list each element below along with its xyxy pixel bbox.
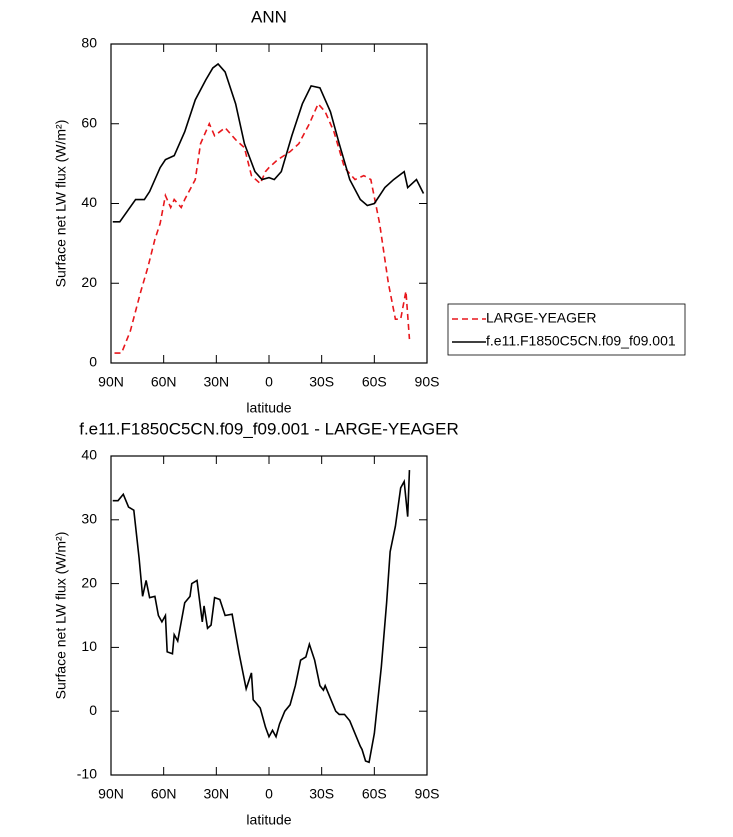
- x-tick-label: 30S: [309, 786, 334, 802]
- y-tick-label: 40: [81, 194, 97, 210]
- legend-label: LARGE-YEAGER: [486, 310, 596, 326]
- y-tick-label: 40: [81, 447, 97, 463]
- x-tick-label: 60S: [362, 374, 387, 390]
- y-tick-label: 0: [89, 354, 97, 370]
- series-line: [114, 102, 411, 354]
- x-axis-label: latitude: [246, 400, 291, 416]
- chart-title: ANN: [251, 7, 287, 26]
- series-line: [112, 62, 425, 223]
- legend-label: f.e11.F1850C5CN.f09_f09.001: [486, 333, 676, 349]
- y-tick-label: 20: [81, 274, 97, 290]
- plot-frame: [110, 43, 428, 364]
- x-axis-label: latitude: [246, 812, 291, 828]
- x-tick-label: 60N: [151, 786, 177, 802]
- y-axis-label: Surface net LW flux (W/m²): [53, 120, 69, 288]
- y-axis-label: Surface net LW flux (W/m²): [53, 532, 69, 700]
- y-tick-label: 30: [81, 511, 97, 527]
- x-tick-label: 90S: [415, 374, 440, 390]
- legend-box: [447, 303, 686, 356]
- x-tick-label: 90S: [415, 786, 440, 802]
- y-tick-label: 60: [81, 114, 97, 130]
- x-tick-label: 30N: [203, 786, 229, 802]
- chart-title: f.e11.F1850C5CN.f09_f09.001 - LARGE-YEAG…: [79, 419, 459, 438]
- x-tick-label: 0: [265, 786, 273, 802]
- x-tick-label: 60S: [362, 786, 387, 802]
- y-tick-label: 10: [81, 638, 97, 654]
- y-tick-label: 80: [81, 35, 97, 51]
- y-tick-label: -10: [77, 766, 97, 782]
- x-tick-label: 30N: [203, 374, 229, 390]
- x-tick-label: 90N: [98, 374, 124, 390]
- x-tick-label: 90N: [98, 786, 124, 802]
- x-tick-label: 60N: [151, 374, 177, 390]
- y-tick-label: 0: [89, 702, 97, 718]
- x-tick-label: 30S: [309, 374, 334, 390]
- series-line: [112, 470, 411, 764]
- x-tick-label: 0: [265, 374, 273, 390]
- y-tick-label: 20: [81, 574, 97, 590]
- plot-frame: [110, 455, 428, 776]
